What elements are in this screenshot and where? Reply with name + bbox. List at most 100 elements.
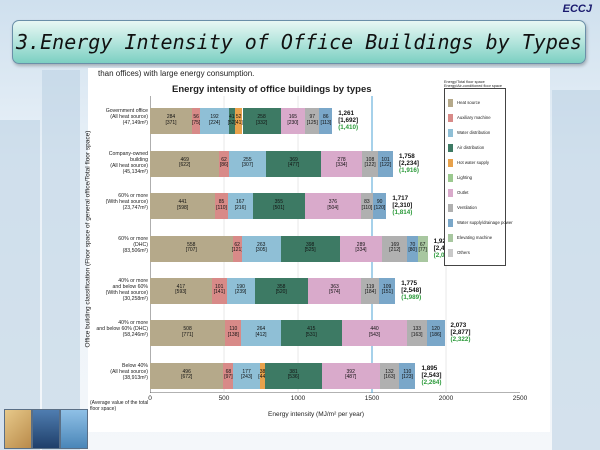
bar-data-label: 255 [307] [241,156,254,169]
bar-data-label: 440 [543] [368,326,381,338]
bar-data-label: 264 [412] [255,326,267,338]
bar-segment [362,150,379,177]
bar-segment [259,362,266,389]
bar-data-label: 167 [216] [234,199,246,211]
total-value: 1,775 [2,548] [401,279,422,294]
bar-data-label: 62 [121] [231,241,243,253]
bar-data-label: 101 [141] [213,283,225,296]
bar-segment [192,108,201,135]
legend-top-item: Energy/Total floor space [444,80,485,84]
bar-total-label: 1,717 [2,310] (1,814) [392,195,412,216]
bar-segment [200,108,229,135]
bar-segment [305,108,320,135]
total-value: 1,895 [2,543] [421,364,442,379]
bar-segment [228,108,235,135]
bar-data-label: 83 [110] [361,199,373,211]
background-building [0,120,40,450]
bar-segment [150,108,193,135]
bar-data-label: 469 [622] [179,156,191,169]
bar-segment [321,362,380,389]
bar-segment [320,150,363,177]
legend: Heat source Auxiliary machine Water distri… [444,88,513,266]
legend-swatch [448,99,453,107]
category-label: Government office (All heat source) (47,… [105,108,148,127]
bar-segment [407,235,418,262]
bar-data-label: 132 [163] [383,368,396,381]
bar-data-label: 120 [186] [430,326,442,338]
bar-segment [252,193,306,220]
legend-swatch [448,159,453,167]
bar-data-label: 38 [44] [258,368,267,381]
bar-segment [234,108,243,135]
bar-data-label: 52 [41] [234,114,243,126]
bar-segment [379,362,400,389]
legend-label: Water supply/drainage power [457,220,513,225]
bar-segment [399,362,416,389]
bar-data-label: 263 [305] [255,241,267,253]
legend-label: Air distribution [457,145,485,150]
bar-segment [211,277,227,304]
bar-segment [242,108,281,135]
bar-total-label: 1,758 [2,234] (1,916) [399,153,419,174]
slide-title: 3.Energy Intensity of Office Buildings b… [16,30,582,54]
legend-label: Outlet [457,190,469,195]
bar-data-label: 108 [122] [364,156,376,169]
legend-label: Water distribution [457,130,491,135]
category-label: 60% or more (With heat source) (23,747m²… [105,193,148,212]
bar-data-label: 41 [52] [227,114,236,126]
bar-data-label: 381 [536] [287,368,300,381]
bar-segment [307,277,362,304]
bar-segment [150,150,220,177]
bar-segment [339,235,383,262]
total-value: 1,758 [2,234] [399,152,419,167]
bar-data-label: 289 [334] [355,241,367,253]
title-banner: 3.Energy Intensity of Office Buildings b… [12,20,586,64]
x-tick-label: 1000 [290,395,306,402]
bar-segment [426,320,445,347]
y-axis-label: Office building classification (Floor sp… [84,130,92,348]
bar-total-label: 2,073 [2,877] (2,322) [451,322,471,343]
bottom-note: (Average value of the total floor space) [90,400,149,412]
bar-segment [280,320,342,347]
thumbnail-strip [4,409,88,449]
background-building [42,70,80,450]
bar-data-label: 97 [125] [306,114,318,126]
bar-data-label: 133 [163] [411,326,423,338]
bar-segment [227,193,253,220]
bar-segment [373,193,387,220]
chart-title: Energy intensity of office buildings by … [172,84,372,95]
legend-label: Heat source [457,100,481,105]
total-green-value: (1,814) [392,209,413,217]
bar-data-label: 284 [371] [165,114,177,126]
bar-segment [360,193,374,220]
bar-segment [241,235,281,262]
bar-segment [219,150,229,177]
bar-segment [241,320,281,347]
legend-label: Ventilation [457,205,477,210]
bar-segment [223,362,234,389]
bar-segment [233,362,260,389]
legend-swatch [448,189,453,197]
bar-segment [319,108,333,135]
legend-swatch [448,129,453,137]
bar-data-label: 169 [212] [389,241,401,253]
legend-top-item: Energy/Air-conditioned floor space [444,84,503,89]
total-green-value: (1,989) [401,293,422,301]
bar-segment [225,320,242,347]
category-label: Company-owned building (All heat source)… [108,150,148,175]
plot-area: 284 [371] 56 [75] 192 [224] 41 [52] 52 [41] 2… [150,96,520,393]
legend-swatch [448,204,453,212]
bar-data-label: 177 [243] [241,368,253,381]
bar-data-label: 165 [230] [287,114,299,126]
bar-segment [266,150,321,177]
bar-segment [305,193,361,220]
bar-data-label: 496 [672] [181,368,193,381]
total-green-value: (1,410) [338,124,359,132]
legend-swatch [448,219,453,227]
legend-swatch [448,234,453,242]
x-axis-label: Energy intensity (MJ/m² per year) [268,411,365,418]
x-tick-label: 2000 [438,395,454,402]
bar-segment [150,235,233,262]
bar-data-label: 358 [520] [275,283,287,296]
total-value: 1,717 [2,310] [392,195,413,210]
